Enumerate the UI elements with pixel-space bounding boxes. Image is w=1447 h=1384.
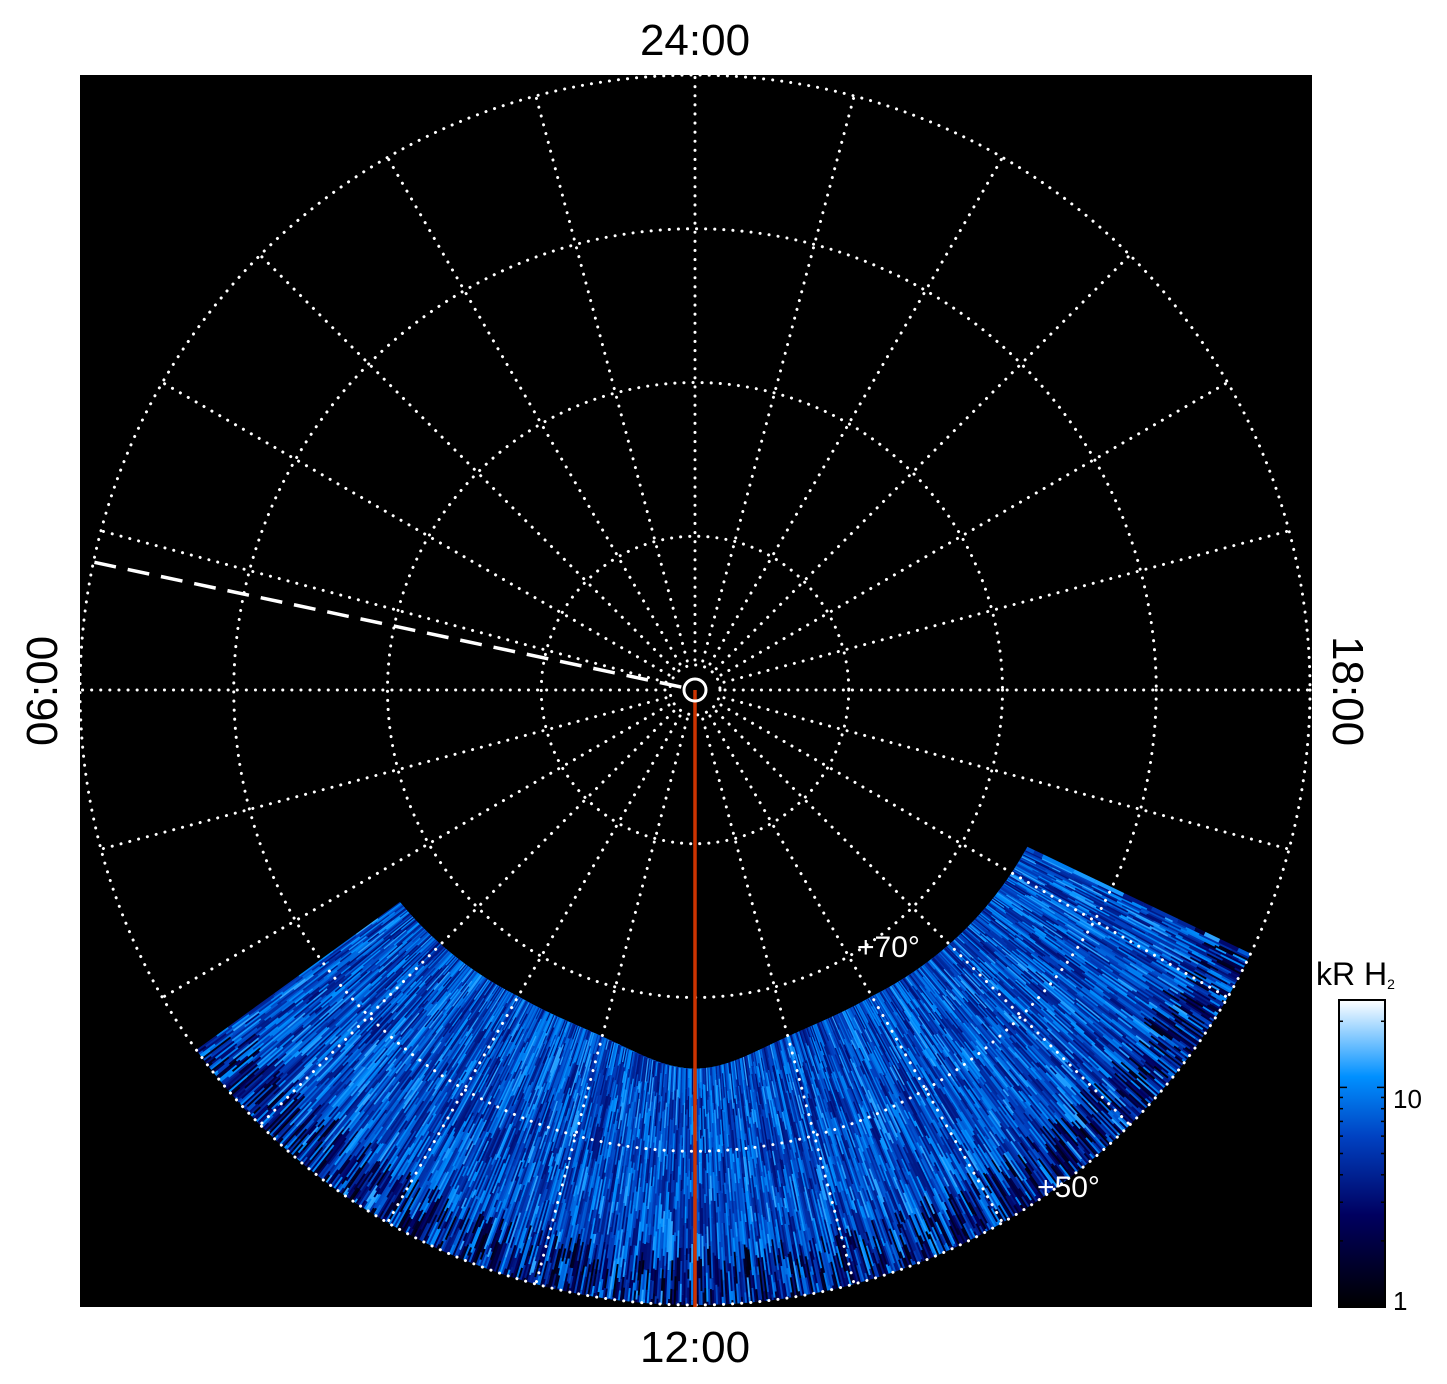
aurora-pixel: [758, 1304, 767, 1305]
aurora-pixel: [611, 1306, 613, 1319]
aurora-pixel: [632, 1311, 634, 1333]
aurora-pixel: [667, 1308, 668, 1323]
aurora-pixel: [588, 1301, 599, 1305]
aurora-pixel: [730, 1306, 731, 1316]
aurora-pixel: [581, 1304, 590, 1305]
aurora-pixel: [601, 1304, 610, 1305]
aurora-pixel: [613, 1306, 615, 1320]
aurora-pixel: [775, 1307, 777, 1321]
aurora-pixel: [781, 1309, 785, 1339]
aurora-emission: [165, 846, 1283, 1339]
